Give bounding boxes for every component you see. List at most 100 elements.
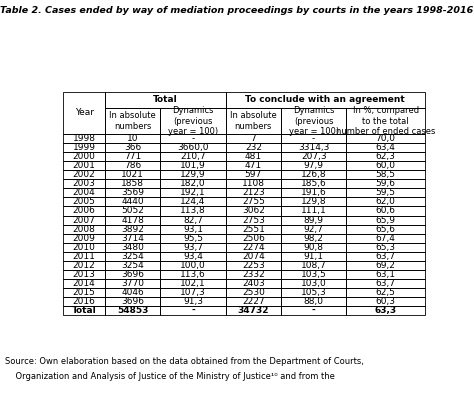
Bar (281, 198, 346, 207)
Bar (105, 207, 160, 216)
Text: 1021: 1021 (121, 170, 144, 179)
Text: 126,8: 126,8 (301, 170, 327, 179)
Bar (226, 207, 281, 216)
Bar (160, 225, 226, 233)
Bar (63, 161, 105, 170)
Bar (346, 188, 425, 198)
Bar (346, 270, 425, 279)
Bar (63, 279, 105, 288)
Bar (160, 306, 226, 315)
Text: 113,8: 113,8 (180, 207, 206, 216)
Bar (105, 92, 226, 108)
Bar (105, 243, 160, 252)
Text: 92,7: 92,7 (304, 225, 324, 233)
Text: 88,0: 88,0 (304, 297, 324, 306)
Bar (346, 161, 425, 170)
Bar (226, 279, 281, 288)
Text: 59,6: 59,6 (375, 179, 396, 188)
Bar (281, 108, 346, 134)
Bar (105, 152, 160, 161)
Text: 101,9: 101,9 (180, 161, 206, 170)
Text: 232: 232 (245, 143, 262, 152)
Text: 2274: 2274 (242, 243, 264, 252)
Text: 54853: 54853 (117, 306, 148, 315)
Bar (160, 270, 226, 279)
Bar (281, 279, 346, 288)
Text: 97,9: 97,9 (304, 161, 324, 170)
Bar (226, 306, 281, 315)
Bar (226, 143, 281, 152)
Text: 3314,3: 3314,3 (298, 143, 329, 152)
Bar (63, 152, 105, 161)
Text: 2002: 2002 (73, 170, 95, 179)
Text: 597: 597 (245, 170, 262, 179)
Bar (281, 134, 346, 143)
Bar (346, 306, 425, 315)
Bar (160, 216, 226, 225)
Bar (226, 161, 281, 170)
Bar (160, 243, 226, 252)
Text: 3770: 3770 (121, 279, 144, 288)
Text: Total: Total (72, 306, 96, 315)
Text: 111,1: 111,1 (301, 207, 327, 216)
Text: -: - (191, 134, 195, 143)
Text: 129,9: 129,9 (180, 170, 206, 179)
Text: 62,3: 62,3 (376, 152, 396, 161)
Text: Table 2. Cases ended by way of mediation proceedings by courts in the years 1998: Table 2. Cases ended by way of mediation… (0, 6, 474, 15)
Bar (346, 108, 425, 134)
Bar (105, 225, 160, 233)
Text: 3696: 3696 (121, 270, 144, 279)
Text: 95,5: 95,5 (183, 233, 203, 243)
Bar (346, 233, 425, 243)
Text: 58,5: 58,5 (375, 170, 396, 179)
Text: 60,3: 60,3 (375, 297, 396, 306)
Text: 2403: 2403 (242, 279, 265, 288)
Bar (105, 108, 160, 134)
Text: 60,0: 60,0 (375, 161, 396, 170)
Text: 2015: 2015 (73, 288, 96, 297)
Text: 2007: 2007 (73, 216, 96, 224)
Text: 7: 7 (250, 134, 256, 143)
Text: 182,0: 182,0 (180, 179, 206, 188)
Bar (281, 261, 346, 270)
Text: -: - (191, 306, 195, 315)
Bar (226, 252, 281, 261)
Text: 5052: 5052 (121, 207, 144, 216)
Bar (105, 233, 160, 243)
Bar (346, 279, 425, 288)
Bar (226, 297, 281, 306)
Bar (346, 207, 425, 216)
Bar (226, 270, 281, 279)
Bar (105, 261, 160, 270)
Bar (160, 288, 226, 297)
Bar (63, 288, 105, 297)
Text: 207,3: 207,3 (301, 152, 327, 161)
Bar (281, 233, 346, 243)
Bar (226, 233, 281, 243)
Bar (281, 152, 346, 161)
Bar (105, 134, 160, 143)
Bar (281, 216, 346, 225)
Bar (226, 288, 281, 297)
Text: 107,3: 107,3 (180, 288, 206, 297)
Text: 3892: 3892 (121, 225, 144, 233)
Bar (281, 306, 346, 315)
Bar (63, 170, 105, 179)
Text: 771: 771 (124, 152, 141, 161)
Text: 1999: 1999 (73, 143, 96, 152)
Bar (63, 188, 105, 198)
Bar (346, 179, 425, 188)
Text: 192,1: 192,1 (180, 188, 206, 198)
Bar (226, 216, 281, 225)
Bar (226, 188, 281, 198)
Text: 65,3: 65,3 (375, 243, 396, 252)
Text: 89,9: 89,9 (304, 216, 324, 224)
Bar (105, 179, 160, 188)
Bar (63, 270, 105, 279)
Text: Dynamics
(previous
year = 100): Dynamics (previous year = 100) (168, 106, 218, 136)
Text: 69,2: 69,2 (376, 261, 396, 270)
Bar (226, 198, 281, 207)
Text: 63,1: 63,1 (375, 270, 396, 279)
Text: 63,7: 63,7 (375, 279, 396, 288)
Text: 10: 10 (127, 134, 138, 143)
